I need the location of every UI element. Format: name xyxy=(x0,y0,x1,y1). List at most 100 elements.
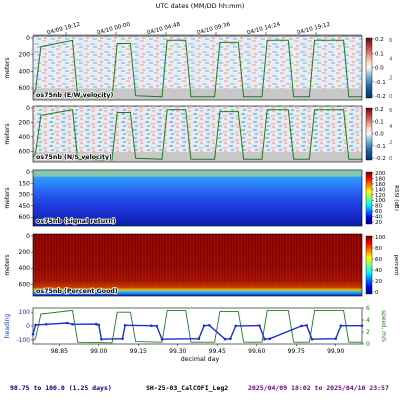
colorbar-tick-label: 20 xyxy=(375,279,382,285)
panel-label: os75nb (E/W velocity) xyxy=(36,92,114,99)
y-tick-label: 600 xyxy=(19,85,31,92)
colorbar xyxy=(365,107,373,161)
colorbar-tick-label: 0.1 xyxy=(375,119,384,125)
colorbar-tick-label: 40 xyxy=(375,215,382,221)
heading-y-tick-label: 100 xyxy=(19,309,31,316)
colorbar-tick-label: 100 xyxy=(375,198,386,204)
y-tick-label: 0 xyxy=(26,233,30,240)
colorbar-tick-label: 0.0 xyxy=(375,132,384,138)
footer-time-range: 98.75 to 100.0 (1.25 days) xyxy=(10,384,112,392)
panel-label-halo: os75nb (signal return) xyxy=(36,218,116,225)
right-axis-tick-label: 6 xyxy=(389,38,393,44)
y-tick-label: 0 xyxy=(26,35,30,42)
colorbar-label: percent xyxy=(393,254,399,276)
heading-axis-label: heading xyxy=(4,314,11,338)
colorbar-label: RSSI (dB) xyxy=(393,185,399,211)
footer-date-range: 2025/04/09 18:02 to 2025/04/10 23:57 xyxy=(248,384,389,392)
y-tick-label: 450 xyxy=(19,203,31,210)
heading-speed-panel: 100 0 -100 heading 6 4 2 0 speed, m/s 98.85 99.00 9… xyxy=(4,305,386,363)
colorbar-tick-label: 200 xyxy=(375,171,386,177)
heading-line xyxy=(32,322,362,340)
colorbar-tick-label: -0.1 xyxy=(375,80,386,86)
top-tick-label: 04/10 19:12 xyxy=(297,22,331,37)
colorbar-tick-label: -0.2 xyxy=(375,156,386,162)
x-tick-label: 99.90 xyxy=(327,348,344,355)
panel-frame xyxy=(32,169,363,227)
x-tick-label: 99.45 xyxy=(209,348,226,355)
panel-image xyxy=(33,170,362,226)
colorbar-tick-label: 80 xyxy=(375,204,382,210)
x-tick-label: 99.15 xyxy=(130,348,147,355)
top-axis-ticks: 04/09 19:12 04/10 00:00 04/10 04:48 04/10 0… xyxy=(47,22,331,37)
bottom-mask xyxy=(33,151,362,162)
y-tick-label: 0 xyxy=(26,105,30,112)
colorbar-tick-label: 20 xyxy=(375,220,382,226)
colorbar-tick-label: 120 xyxy=(375,193,386,199)
right-axis-tick-label: 2 xyxy=(389,75,393,81)
colorbar-tick-label: 100 xyxy=(375,235,386,241)
speed-overlay-line xyxy=(32,109,362,161)
top-tick-label: 04/10 09:36 xyxy=(197,22,232,37)
heading-y-tick-label: 0 xyxy=(26,323,30,330)
speed-overlay-line xyxy=(32,39,362,99)
right-axis-tick-label: 4 xyxy=(389,57,393,63)
colorbar-tick-label: 80 xyxy=(375,246,382,252)
bottom-mask xyxy=(33,88,362,100)
y-tick-label: 0 xyxy=(26,169,30,176)
x-tick-label: 99.30 xyxy=(169,348,186,355)
colorbar-tick-label: 0.2 xyxy=(375,107,384,113)
footer-cruise-id: SH-25-03_CalCOFI_Leg2 xyxy=(146,384,229,392)
y-tick-label: 300 xyxy=(19,192,31,199)
panel-label: os75nb (signal return) xyxy=(36,218,116,225)
top-tick-label: 04/09 19:12 xyxy=(47,22,81,37)
colorbar-tick-label: 60 xyxy=(375,209,382,215)
colorbar xyxy=(365,235,373,295)
panel-label-halo: os75nb (N/S velocity) xyxy=(36,154,112,161)
y-tick-label: 400 xyxy=(19,265,31,272)
speed-y-tick-label: 4 xyxy=(366,317,370,324)
colorbar-tick-label: -0.2 xyxy=(375,94,386,100)
top-axis-label: UTC dates (MM/DD hh:mm) xyxy=(156,2,245,10)
x-axis-label: decimal day xyxy=(181,356,220,363)
colorbar xyxy=(365,171,373,225)
panel-label: os75nb (N/S velocity) xyxy=(36,154,112,161)
panel-label-halo: os75nb (Percent Good) xyxy=(36,288,118,295)
colorbar-tick-label: 140 xyxy=(375,187,386,193)
top-tick-label: 04/10 00:00 xyxy=(97,22,132,37)
colorbar-tick-label: 0.2 xyxy=(375,37,384,43)
speed-axis-label: speed, m/s xyxy=(380,310,386,342)
top-tick-label: 04/10 04:48 xyxy=(147,22,182,37)
colorbar-tick-label: 180 xyxy=(375,176,386,182)
right-axis-tick-label: 2 xyxy=(389,140,393,146)
colorbar-tick-label: -0.1 xyxy=(375,144,386,150)
right-axis-tick-label: 6 xyxy=(389,108,393,114)
y-tick-label: 200 xyxy=(19,249,31,256)
panel-amp: 0 150 300 450 600 meters os75nb (signal return… xyxy=(4,169,399,227)
panel-label-halo: os75nb (E/W velocity) xyxy=(36,92,114,99)
y-tick-label: 600 xyxy=(19,148,31,155)
right-axis-tick-label: 0 xyxy=(389,156,393,162)
right-axis-tick-label: 0 xyxy=(389,94,393,100)
heading-y-tick-label: -100 xyxy=(16,337,30,344)
y-tick-label: 400 xyxy=(19,134,31,141)
x-tick-label: 99.00 xyxy=(90,348,107,355)
colorbar-tick-label: 160 xyxy=(375,182,386,188)
right-axis-tick-label: 4 xyxy=(389,124,393,130)
surface-band xyxy=(33,170,362,177)
speed-y-tick-label: 2 xyxy=(366,329,370,336)
y-tick-label: 400 xyxy=(19,68,31,75)
colorbar xyxy=(365,37,373,99)
streak-overlay xyxy=(33,234,362,287)
y-axis-label: meters xyxy=(4,254,11,275)
colorbar-tick-label: 0.0 xyxy=(375,66,384,72)
y-tick-label: 150 xyxy=(19,180,31,187)
panel-frame xyxy=(32,105,363,163)
y-tick-label: 200 xyxy=(19,52,31,59)
y-tick-label: 600 xyxy=(19,281,31,288)
y-axis-label: meters xyxy=(4,123,11,144)
